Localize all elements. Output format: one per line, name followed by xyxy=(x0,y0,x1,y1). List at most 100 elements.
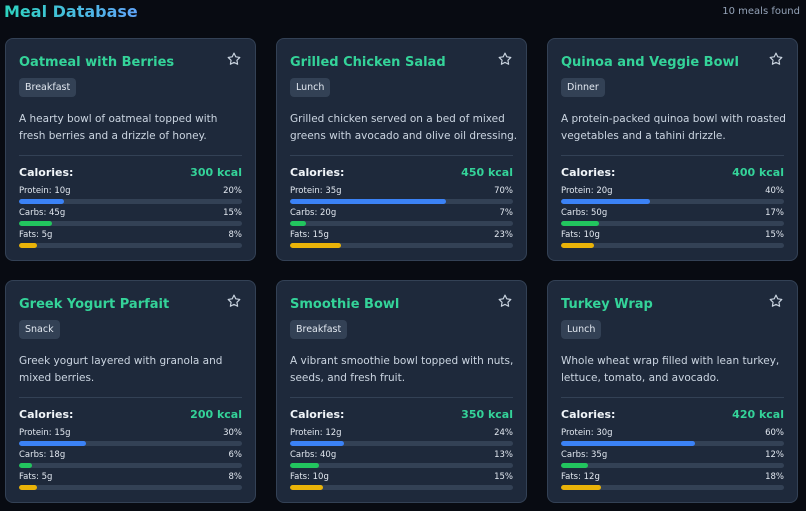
meal-name: Turkey Wrap xyxy=(561,297,653,312)
divider xyxy=(290,397,513,398)
progress-track xyxy=(561,243,784,248)
progress-track xyxy=(19,485,242,490)
star-icon xyxy=(769,294,783,307)
meal-name: Oatmeal with Berries xyxy=(19,55,175,70)
nutrient-label: Protein: 15g xyxy=(19,428,71,438)
divider xyxy=(19,155,242,156)
progress-fill xyxy=(19,199,64,204)
progress-fill xyxy=(561,441,695,446)
meal-tag: Breakfast xyxy=(290,320,348,339)
progress-track xyxy=(561,199,784,204)
meal-description: Whole wheat wrap filled with lean turkey… xyxy=(561,355,780,384)
progress-track xyxy=(19,199,242,204)
calories-value: 300 kcal xyxy=(190,166,242,179)
star-icon xyxy=(769,52,783,65)
progress-fill xyxy=(19,463,33,468)
progress-track xyxy=(561,441,784,446)
meal-name: Greek Yogurt Parfait xyxy=(19,297,170,312)
nutrient-percent: 17% xyxy=(765,208,784,218)
progress-fill xyxy=(561,243,595,248)
progress-fill xyxy=(290,243,342,248)
calories-value: 420 kcal xyxy=(732,408,784,421)
calories-label: Calories: xyxy=(290,408,345,421)
meal-count: 10 meals found xyxy=(722,6,800,17)
meal-name: Grilled Chicken Salad xyxy=(290,55,446,70)
favorite-star[interactable] xyxy=(498,51,512,65)
calories-value: 350 kcal xyxy=(461,408,513,421)
progress-fill xyxy=(561,221,599,226)
progress-track xyxy=(290,441,513,446)
progress-track xyxy=(561,485,784,490)
star-icon xyxy=(498,52,512,65)
progress-fill xyxy=(290,441,344,446)
meal-name: Quinoa and Veggie Bowl xyxy=(561,55,739,70)
progress-fill xyxy=(290,463,319,468)
divider xyxy=(290,155,513,156)
calories-label: Calories: xyxy=(561,166,616,179)
favorite-star[interactable] xyxy=(227,51,241,65)
calories-label: Calories: xyxy=(19,166,74,179)
progress-track xyxy=(290,221,513,226)
progress-track xyxy=(290,485,513,490)
nutrient-label: Protein: 35g xyxy=(290,186,342,196)
calories-value: 400 kcal xyxy=(732,166,784,179)
progress-fill xyxy=(561,463,588,468)
favorite-star[interactable] xyxy=(227,293,241,307)
nutrient-percent: 18% xyxy=(765,472,784,482)
nutrient-percent: 15% xyxy=(223,208,242,218)
progress-fill xyxy=(19,243,37,248)
star-icon xyxy=(227,294,241,307)
nutrient-label: Fats: 15g xyxy=(290,230,329,240)
nutrient-label: Fats: 5g xyxy=(19,472,53,482)
meal-card: Oatmeal with Berries Breakfast A hearty bo… xyxy=(5,38,256,261)
nutrient-label: Fats: 10g xyxy=(290,472,329,482)
nutrient-percent: 13% xyxy=(494,450,513,460)
nutrient-label: Carbs: 40g xyxy=(290,450,337,460)
meal-description: Grilled chicken served on a bed of mixed… xyxy=(290,113,518,142)
nutrient-percent: 23% xyxy=(494,230,513,240)
nutrient-label: Protein: 30g xyxy=(561,428,613,438)
star-icon xyxy=(498,294,512,307)
favorite-star[interactable] xyxy=(769,51,783,65)
progress-fill xyxy=(19,485,37,490)
meal-description: A vibrant smoothie bowl topped with nuts… xyxy=(290,355,514,384)
meal-description: Greek yogurt layered with granola and mi… xyxy=(19,355,223,384)
progress-track xyxy=(290,463,513,468)
nutrient-label: Carbs: 18g xyxy=(19,450,66,460)
nutrient-label: Carbs: 50g xyxy=(561,208,608,218)
progress-track xyxy=(19,441,242,446)
meal-tag: Lunch xyxy=(561,320,602,339)
progress-track xyxy=(19,463,242,468)
nutrient-percent: 6% xyxy=(228,450,243,460)
nutrient-percent: 20% xyxy=(223,186,242,196)
nutrient-label: Protein: 10g xyxy=(19,186,71,196)
progress-fill xyxy=(19,441,86,446)
progress-fill xyxy=(561,199,651,204)
meal-description: A protein-packed quinoa bowl with roaste… xyxy=(561,113,786,142)
calories-value: 200 kcal xyxy=(190,408,242,421)
divider xyxy=(561,397,784,398)
progress-track xyxy=(19,221,242,226)
progress-fill xyxy=(290,199,447,204)
nutrient-label: Fats: 12g xyxy=(561,472,600,482)
divider xyxy=(561,155,784,156)
star-icon xyxy=(227,52,241,65)
progress-track xyxy=(290,243,513,248)
nutrient-percent: 15% xyxy=(494,472,513,482)
nutrient-percent: 30% xyxy=(223,428,242,438)
nutrient-percent: 8% xyxy=(228,472,243,482)
progress-track xyxy=(290,199,513,204)
progress-fill xyxy=(290,485,324,490)
calories-label: Calories: xyxy=(290,166,345,179)
nutrient-label: Carbs: 45g xyxy=(19,208,66,218)
meal-tag: Breakfast xyxy=(19,78,77,97)
favorite-star[interactable] xyxy=(498,293,512,307)
meal-card: Grilled Chicken Salad Lunch Grilled chicke… xyxy=(276,38,527,261)
nutrient-percent: 15% xyxy=(765,230,784,240)
meal-tag: Snack xyxy=(19,320,60,339)
nutrient-percent: 12% xyxy=(765,450,784,460)
nutrient-percent: 60% xyxy=(765,428,784,438)
nutrient-label: Carbs: 20g xyxy=(290,208,337,218)
favorite-star[interactable] xyxy=(769,293,783,307)
